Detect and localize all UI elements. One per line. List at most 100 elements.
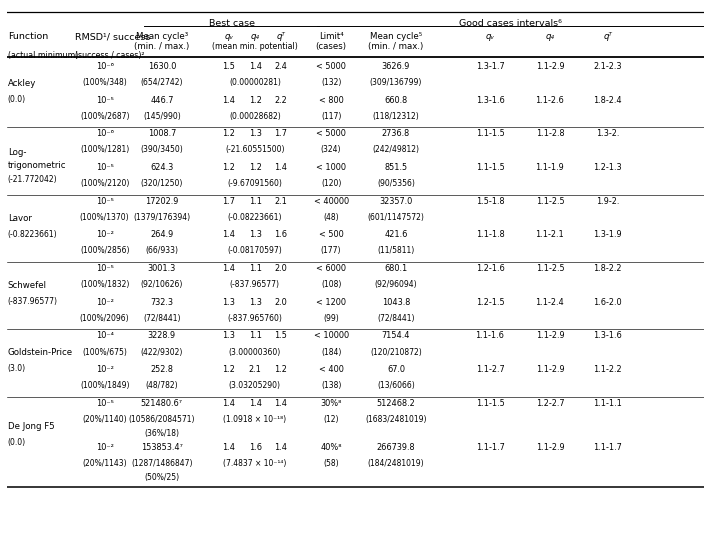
Text: 10⁻²: 10⁻² bbox=[96, 443, 114, 452]
Text: 2.2: 2.2 bbox=[274, 96, 287, 104]
Text: (100%/2856): (100%/2856) bbox=[80, 246, 129, 256]
Text: 680.1: 680.1 bbox=[384, 264, 407, 273]
Text: (0.00028682): (0.00028682) bbox=[229, 112, 281, 121]
Text: De Jong F5: De Jong F5 bbox=[8, 421, 55, 431]
Text: < 1200: < 1200 bbox=[316, 298, 346, 307]
Text: 10⁻⁵: 10⁻⁵ bbox=[96, 197, 114, 206]
Text: (-21.772042): (-21.772042) bbox=[8, 175, 58, 184]
Text: 1.3-2.: 1.3-2. bbox=[596, 129, 619, 138]
Text: 1.3-1.6: 1.3-1.6 bbox=[476, 96, 504, 104]
Text: 1.1-2.7: 1.1-2.7 bbox=[476, 365, 504, 374]
Text: 153853.4⁷: 153853.4⁷ bbox=[141, 443, 183, 452]
Text: 67.0: 67.0 bbox=[387, 365, 405, 374]
Text: RMSD¹/ success: RMSD¹/ success bbox=[75, 32, 151, 41]
Text: 1.6-2.0: 1.6-2.0 bbox=[594, 298, 622, 307]
Text: 1.1-2.5: 1.1-2.5 bbox=[535, 197, 565, 206]
Text: Limit⁴: Limit⁴ bbox=[319, 32, 343, 41]
Text: (3.03205290): (3.03205290) bbox=[229, 381, 281, 390]
Text: 1.7: 1.7 bbox=[223, 197, 235, 206]
Text: (324): (324) bbox=[321, 145, 341, 155]
Text: 1.1-2.1: 1.1-2.1 bbox=[535, 230, 565, 239]
Text: 1.1-2.8: 1.1-2.8 bbox=[535, 129, 565, 138]
Text: (1.0918 × 10⁻¹⁸): (1.0918 × 10⁻¹⁸) bbox=[223, 415, 287, 424]
Text: (48): (48) bbox=[324, 213, 339, 222]
Text: 1.1-2.9: 1.1-2.9 bbox=[535, 365, 565, 374]
Text: (177): (177) bbox=[321, 246, 341, 256]
Text: 1.5: 1.5 bbox=[274, 332, 287, 340]
Text: (242/49812): (242/49812) bbox=[373, 145, 419, 155]
Text: (min. / max.): (min. / max.) bbox=[134, 42, 189, 51]
Text: (100%/675): (100%/675) bbox=[82, 348, 127, 356]
Text: (99): (99) bbox=[324, 314, 339, 323]
Text: 10⁻⁵: 10⁻⁵ bbox=[96, 163, 114, 172]
Text: (100%/1832): (100%/1832) bbox=[80, 280, 129, 289]
Text: (145/990): (145/990) bbox=[143, 112, 181, 121]
Text: (actual minimum): (actual minimum) bbox=[8, 51, 78, 60]
Text: 512468.2: 512468.2 bbox=[377, 399, 415, 408]
Text: 1.1-1.7: 1.1-1.7 bbox=[594, 443, 622, 452]
Text: < 10000: < 10000 bbox=[314, 332, 348, 340]
Text: (118/12312): (118/12312) bbox=[373, 112, 419, 121]
Text: 10⁻⁵: 10⁻⁵ bbox=[96, 399, 114, 408]
Text: 2.4: 2.4 bbox=[274, 62, 287, 71]
Text: 1.1-1.9: 1.1-1.9 bbox=[535, 163, 565, 172]
Text: (100%/2687): (100%/2687) bbox=[80, 112, 129, 121]
Text: (success / cases)²: (success / cases)² bbox=[75, 51, 145, 60]
Text: (100%/1849): (100%/1849) bbox=[80, 381, 129, 390]
Text: 446.7: 446.7 bbox=[150, 96, 173, 104]
Text: (1287/1486847): (1287/1486847) bbox=[131, 459, 193, 468]
Text: < 800: < 800 bbox=[319, 96, 343, 104]
Text: 1.2-1.3: 1.2-1.3 bbox=[594, 163, 622, 172]
Text: (100%/2096): (100%/2096) bbox=[80, 314, 129, 323]
Text: (92/96094): (92/96094) bbox=[375, 280, 417, 289]
Text: 1.5-1.8: 1.5-1.8 bbox=[476, 197, 504, 206]
Text: 1.4: 1.4 bbox=[249, 62, 262, 71]
Text: 1.2: 1.2 bbox=[249, 96, 262, 104]
Text: (100%/1370): (100%/1370) bbox=[80, 213, 129, 222]
Text: 10⁻⁶: 10⁻⁶ bbox=[96, 129, 114, 138]
Text: 2.1: 2.1 bbox=[274, 197, 287, 206]
Text: (120): (120) bbox=[321, 179, 341, 188]
Text: 851.5: 851.5 bbox=[385, 163, 407, 172]
Text: (132): (132) bbox=[321, 78, 341, 87]
Text: 264.9: 264.9 bbox=[150, 230, 173, 239]
Text: (72/8441): (72/8441) bbox=[377, 314, 415, 323]
Text: 1.4: 1.4 bbox=[274, 399, 287, 408]
Text: 1.1-1.7: 1.1-1.7 bbox=[476, 443, 504, 452]
Text: 1.8-2.2: 1.8-2.2 bbox=[594, 264, 622, 273]
Text: (-9.67091560): (-9.67091560) bbox=[228, 179, 282, 188]
Text: 1630.0: 1630.0 bbox=[148, 62, 176, 71]
Text: (117): (117) bbox=[321, 112, 341, 121]
Text: (min. / max.): (min. / max.) bbox=[368, 42, 424, 51]
Text: qᵀ: qᵀ bbox=[277, 32, 285, 41]
Text: 17202.9: 17202.9 bbox=[145, 197, 178, 206]
Text: 1.1: 1.1 bbox=[249, 332, 262, 340]
Text: 1.5: 1.5 bbox=[223, 62, 235, 71]
Text: 1.4: 1.4 bbox=[222, 96, 235, 104]
Text: (58): (58) bbox=[324, 459, 339, 468]
Text: Ackley: Ackley bbox=[8, 79, 36, 88]
Text: 1.6: 1.6 bbox=[249, 443, 262, 452]
Text: 3626.9: 3626.9 bbox=[382, 62, 410, 71]
Text: 266739.8: 266739.8 bbox=[377, 443, 415, 452]
Text: 1.4: 1.4 bbox=[222, 230, 235, 239]
Text: < 5000: < 5000 bbox=[316, 129, 346, 138]
Text: 1.4: 1.4 bbox=[249, 399, 262, 408]
Text: 1.1-1.5: 1.1-1.5 bbox=[476, 129, 504, 138]
Text: 732.3: 732.3 bbox=[150, 298, 173, 307]
Text: (36%/18): (36%/18) bbox=[144, 428, 179, 438]
Text: Goldstein-Price: Goldstein-Price bbox=[8, 348, 73, 358]
Text: (-0.08223661): (-0.08223661) bbox=[228, 213, 282, 222]
Text: (-837.96577): (-837.96577) bbox=[8, 297, 58, 306]
Text: Mean cycle⁵: Mean cycle⁵ bbox=[370, 32, 422, 41]
Text: (cases): (cases) bbox=[316, 42, 347, 51]
Text: (309/136799): (309/136799) bbox=[370, 78, 422, 87]
Text: (20%/1140): (20%/1140) bbox=[82, 415, 127, 424]
Text: (50%/25): (50%/25) bbox=[144, 473, 179, 482]
Text: Best case: Best case bbox=[209, 19, 255, 28]
Text: (108): (108) bbox=[321, 280, 341, 289]
Text: (100%/1281): (100%/1281) bbox=[80, 145, 129, 155]
Text: (-837.965760): (-837.965760) bbox=[228, 314, 282, 323]
Text: (601/1147572): (601/1147572) bbox=[368, 213, 424, 222]
Text: 1.2: 1.2 bbox=[274, 365, 287, 374]
